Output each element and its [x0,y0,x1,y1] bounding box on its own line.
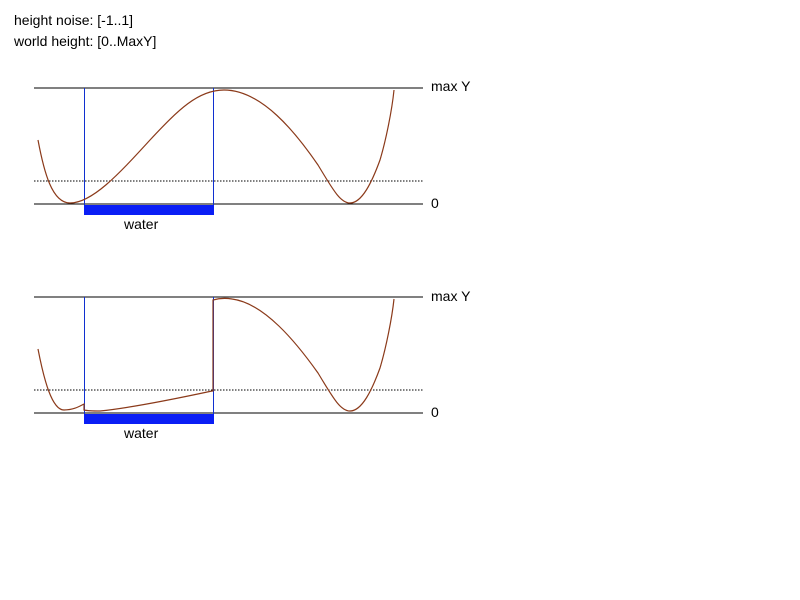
max-y-label: max Y [431,78,471,94]
zero-label: 0 [431,195,439,211]
zero-label: 0 [431,404,439,420]
panel-remapped-height: max Y 0 water [34,288,471,441]
water-label: water [123,216,159,232]
height-curve [37,89,395,204]
height-noise-note: height noise: [-1..1] [14,12,134,28]
max-y-label: max Y [431,288,471,304]
water-bar [84,414,214,424]
water-bar [84,205,214,215]
world-height-note: world height: [0..MaxY] [14,33,157,49]
water-label: water [123,425,159,441]
panel-original-noise: max Y 0 water [34,78,471,232]
height-curve [37,297,395,412]
